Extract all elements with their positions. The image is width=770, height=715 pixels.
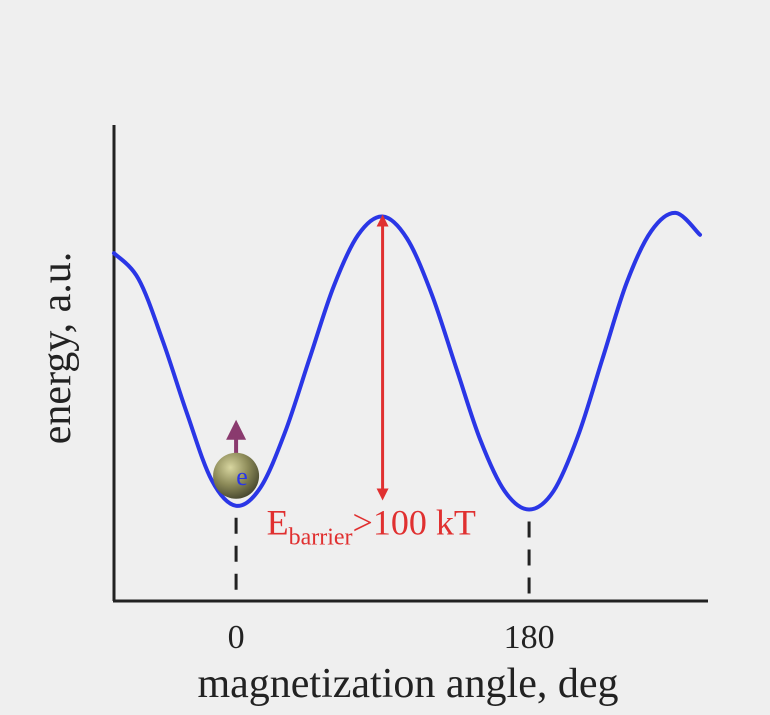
barrier-subscript: barrier: [289, 524, 353, 550]
y-axis-title: energy, a.u.: [34, 252, 80, 444]
barrier-annotation: Ebarrier>100 kT: [267, 502, 476, 550]
x-axis-title: magnetization angle, deg: [197, 661, 618, 707]
electron-ball: [213, 452, 260, 499]
x-tick-label-1: 180: [504, 619, 555, 656]
barrier-main: E: [267, 502, 289, 542]
x-tick-label-0: 0: [228, 619, 245, 656]
barrier-value: >100 kT: [353, 502, 476, 542]
electron-particle: e: [213, 419, 260, 499]
energy-curve: [112, 210, 702, 512]
dashed-markers: [234, 517, 531, 599]
electron-label: e: [236, 462, 248, 491]
x-tick-labels: 0 180: [228, 619, 555, 656]
spin-arrow-head: [226, 419, 247, 440]
